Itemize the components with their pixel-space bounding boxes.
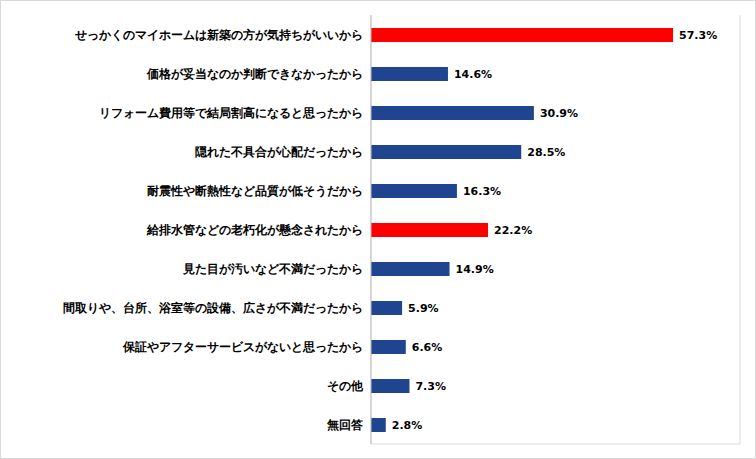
svg-text:見た目が汚いなど不満だったから: 見た目が汚いなど不満だったから xyxy=(182,262,363,276)
svg-text:無回答: 無回答 xyxy=(326,418,364,432)
svg-text:価格が妥当なのか判断できなかったから: 価格が妥当なのか判断できなかったから xyxy=(146,67,363,81)
svg-text:6.6%: 6.6% xyxy=(412,341,443,354)
svg-text:16.3%: 16.3% xyxy=(463,185,501,198)
svg-text:2.8%: 2.8% xyxy=(392,419,423,432)
svg-text:7.3%: 7.3% xyxy=(415,380,446,393)
svg-text:給排水管などの老朽化が懸念されたから: 給排水管などの老朽化が懸念されたから xyxy=(146,223,363,237)
svg-text:22.2%: 22.2% xyxy=(494,224,532,237)
svg-text:14.9%: 14.9% xyxy=(456,263,494,276)
svg-text:保証やアフターサービスがないと思ったから: 保証やアフターサービスがないと思ったから xyxy=(122,340,363,354)
svg-text:5.9%: 5.9% xyxy=(408,302,439,315)
svg-text:リフォーム費用等で結局割高になると思ったから: リフォーム費用等で結局割高になると思ったから xyxy=(99,106,363,120)
svg-text:せっかくのマイホームは新築の方が気持ちがいいから: せっかくのマイホームは新築の方が気持ちがいいから xyxy=(74,28,363,42)
svg-text:隠れた不具合が心配だったから: 隠れた不具合が心配だったから xyxy=(195,145,363,159)
svg-text:耐震性や断熱性など品質が低そうだから: 耐震性や断熱性など品質が低そうだから xyxy=(147,184,363,198)
svg-text:57.3%: 57.3% xyxy=(679,29,717,42)
svg-text:間取りや、台所、浴室等の設備、広さが不満だったから: 間取りや、台所、浴室等の設備、広さが不満だったから xyxy=(63,301,363,315)
svg-text:28.5%: 28.5% xyxy=(527,146,565,159)
svg-text:30.9%: 30.9% xyxy=(540,107,578,120)
svg-text:その他: その他 xyxy=(327,379,364,393)
svg-text:14.6%: 14.6% xyxy=(454,68,492,81)
